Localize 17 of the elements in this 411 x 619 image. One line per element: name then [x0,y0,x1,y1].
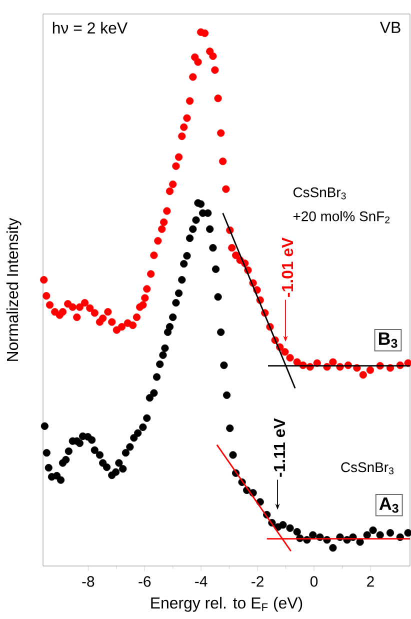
annotation: hν = 2 keV [52,22,128,34]
x-tick-label: -2 [252,576,264,587]
x-tick-label: -6 [138,576,151,587]
x-tick-label: 0 [310,576,318,587]
annotation: CsSnBr$_{3}$ [341,462,394,474]
y-axis-title: Normalized Intensity [6,218,22,361]
x-tick-label: 2 [367,576,374,587]
annotation: VB [380,22,400,33]
annotation: B$_{3}$ [378,332,398,348]
annotation: +20 mol% SnF$_{2}$ [293,210,390,224]
annotation: -1.01 eV [282,237,294,297]
x-tick-label: -4 [195,576,208,586]
annotation: A$_{3}$ [379,497,398,513]
x-tick-label: -8 [82,576,94,587]
annotation: -1.11 eV [274,418,286,477]
annotation: CsSnBr$_{3}$ [293,187,346,200]
x-axis-title: Energy rel. to E$_{F}$ (eV) [151,596,302,612]
